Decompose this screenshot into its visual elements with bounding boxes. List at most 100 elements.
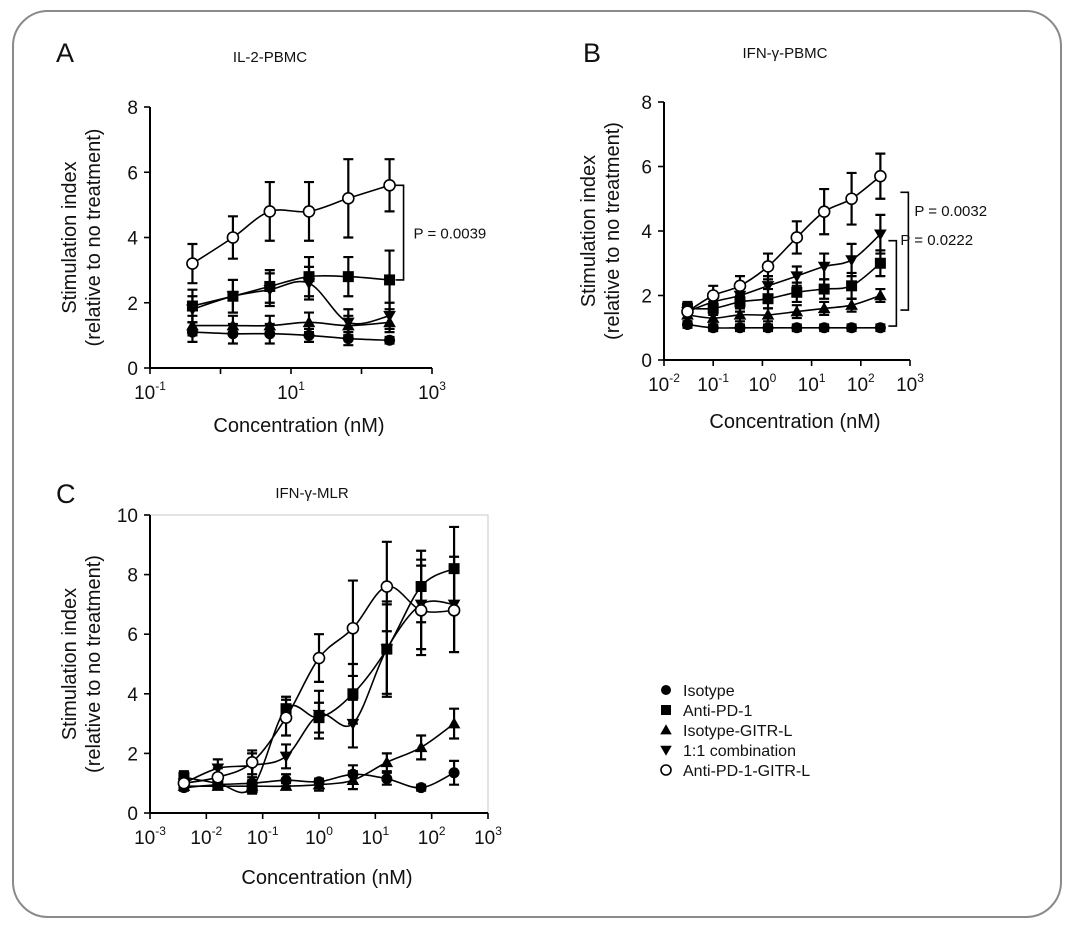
panel-a-y-tick-label: 4	[127, 229, 138, 250]
panel-letter-b: B	[583, 38, 601, 68]
panel-b-point-circle-open	[681, 305, 694, 318]
panel-c-point-circle-open	[245, 756, 259, 769]
panel-b-point-triangle-down	[845, 255, 858, 267]
panel-a-point-triangle-down	[263, 284, 277, 297]
panel-a-x-tick-label: 10-1	[134, 379, 166, 404]
panel-b-point-triangle-up	[790, 305, 804, 317]
panel-b-point-triangle-up	[761, 308, 775, 320]
panel-c-point-triangle-up	[414, 741, 428, 753]
panel-b-x-tick-label: 10-2	[648, 371, 680, 396]
panel-b-p-bracket-outer	[900, 191, 910, 311]
panel-b-point-triangle-up	[874, 289, 887, 301]
panel-b-point-circle-open	[733, 279, 747, 293]
panel-c-x-tick-label: 100	[305, 824, 333, 849]
panel-b-y-tick-label: 4	[641, 222, 652, 243]
legend-marker-circle-filled	[661, 685, 671, 695]
panel-c-point-circle-open	[447, 604, 461, 617]
panel-b-point-circle-filled	[734, 322, 746, 334]
panel-b-title: IFN-γ-PBMC	[743, 45, 828, 62]
legend-marker-square	[661, 705, 671, 715]
panel-a-x-tick-label: 103	[418, 379, 446, 404]
panel-letter-c: C	[56, 479, 76, 509]
panel-c-point-triangle-down	[346, 718, 360, 730]
panel-c-point-circle-open	[211, 770, 225, 784]
panel-c-point-triangle-up	[279, 779, 293, 791]
panel-a-series-triangle-down-curve	[192, 280, 390, 325]
panel-c-point-circle-open	[380, 580, 394, 593]
panel-c-y-tick-label: 4	[127, 685, 138, 706]
panel-c-y-tick-label: 6	[127, 625, 138, 646]
panel-a-point-circle-open	[226, 231, 240, 244]
panel-b-point-circle-filled	[762, 322, 774, 334]
panel-b-point-circle-open	[761, 260, 775, 273]
panel-c-y-tick-label: 0	[127, 804, 138, 825]
panel-b-point-square	[791, 286, 803, 298]
panel-b-point-triangle-up	[706, 311, 720, 323]
panel-a-series-circle-filled-curve	[192, 331, 390, 342]
panel-a-chart: IL-2-PBMC 0 2 4 6 8 10-1 101 103 Concentration (n…	[59, 49, 486, 437]
panel-a-point-square	[384, 274, 396, 286]
panel-c-y-tick-label: 2	[127, 744, 138, 765]
panel-b-axes	[663, 102, 910, 361]
panel-b-point-square	[874, 257, 886, 269]
panel-c-point-circle-open	[279, 711, 293, 724]
legend-marker-triangle-up	[660, 724, 672, 735]
panel-c-x-tick-label: 101	[361, 824, 389, 849]
panel-b-x-tick-label: 10-1	[697, 371, 729, 396]
legend-label: 1:1 combination	[683, 743, 796, 760]
panel-c-point-circle-filled	[448, 767, 460, 779]
panel-b-point-square	[846, 280, 858, 292]
panel-b-point-circle-open	[874, 169, 887, 183]
panel-b-point-triangle-up	[817, 302, 831, 314]
panel-a-p-value: P = 0.0039	[414, 226, 487, 243]
panel-a-point-triangle-down	[226, 291, 240, 303]
panel-a-point-circle-open	[302, 205, 316, 218]
panel-a-point-circle-open	[186, 257, 199, 270]
panel-a-point-circle-open	[383, 179, 396, 192]
panel-b-x-axis-title: Concentration (nM)	[709, 411, 880, 433]
panel-b-y-tick-label: 0	[641, 351, 652, 372]
panel-c-point-circle-open	[177, 776, 191, 790]
panel-letter-a: A	[56, 38, 74, 68]
panel-c-y-tick-label: 8	[127, 566, 138, 587]
panel-b-point-square	[762, 293, 774, 305]
panel-b-x-tick-label: 100	[748, 371, 776, 396]
panel-a-x-tick-label: 101	[277, 379, 305, 404]
panel-b-point-triangle-down	[761, 281, 775, 293]
panel-a-y-tick-label: 0	[127, 359, 138, 380]
panel-c-x-axis-title: Concentration (nM)	[241, 867, 412, 889]
panel-c-x-tick-label: 10-2	[190, 824, 222, 849]
panel-c-x-tick-label: 10-3	[134, 824, 166, 849]
panel-c-point-circle-filled	[381, 773, 393, 785]
panel-c-point-circle-open	[346, 621, 360, 635]
panel-c-point-circle-open	[312, 651, 326, 665]
panel-b-y-axis-title: Stimulation index	[578, 155, 600, 307]
panel-c-x-tick-label: 102	[418, 824, 446, 849]
panel-a-series-circle-open-curve	[191, 184, 390, 265]
panel-c-point-square	[347, 688, 359, 700]
panel-c-point-triangle-up	[380, 756, 394, 768]
legend-label: Isotype-GITR-L	[683, 723, 792, 740]
panel-b-point-circle-open	[845, 192, 858, 206]
legend-label: Anti-PD-1	[683, 703, 752, 720]
panel-a-point-triangle-down	[186, 304, 199, 316]
panel-c-point-triangle-up	[346, 773, 360, 785]
panel-c-y-axis-title: Stimulation index	[59, 588, 81, 740]
panel-a-title: IL-2-PBMC	[233, 49, 307, 66]
panel-c-y-tick-label: 10	[117, 506, 138, 527]
panel-c-series-circle-open-curve	[183, 585, 455, 784]
panel-a-point-circle-open	[342, 192, 355, 205]
panel-b-point-circle-filled	[818, 322, 830, 334]
panel-b-point-triangle-down	[817, 261, 831, 273]
panel-a-point-circle-filled	[384, 334, 396, 346]
panel-c-point-triangle-down	[312, 709, 326, 721]
panel-b-point-circle-filled	[791, 322, 803, 334]
panel-a-y-axis-title: Stimulation index	[59, 161, 81, 313]
panel-c-point-triangle-down	[279, 751, 293, 763]
panel-b-x-tick-label: 102	[847, 371, 875, 396]
panel-b-y-tick-label: 8	[641, 93, 652, 114]
panel-b-point-triangle-down	[790, 271, 804, 283]
panel-b-x-tick-label: 101	[798, 371, 826, 396]
panel-b-point-circle-filled	[874, 322, 886, 334]
